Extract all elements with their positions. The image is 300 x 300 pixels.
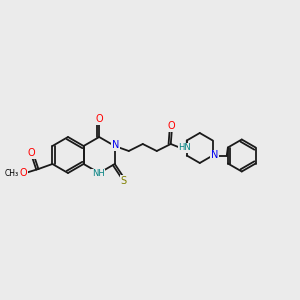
Text: N: N bbox=[211, 151, 218, 160]
Text: N: N bbox=[112, 140, 119, 150]
Text: NH: NH bbox=[92, 169, 105, 178]
Text: CH₃: CH₃ bbox=[4, 169, 19, 178]
Text: HN: HN bbox=[178, 143, 191, 152]
Text: O: O bbox=[168, 121, 176, 131]
Text: O: O bbox=[20, 168, 27, 178]
Text: O: O bbox=[28, 148, 35, 158]
Text: S: S bbox=[121, 176, 127, 186]
Text: O: O bbox=[95, 114, 103, 124]
